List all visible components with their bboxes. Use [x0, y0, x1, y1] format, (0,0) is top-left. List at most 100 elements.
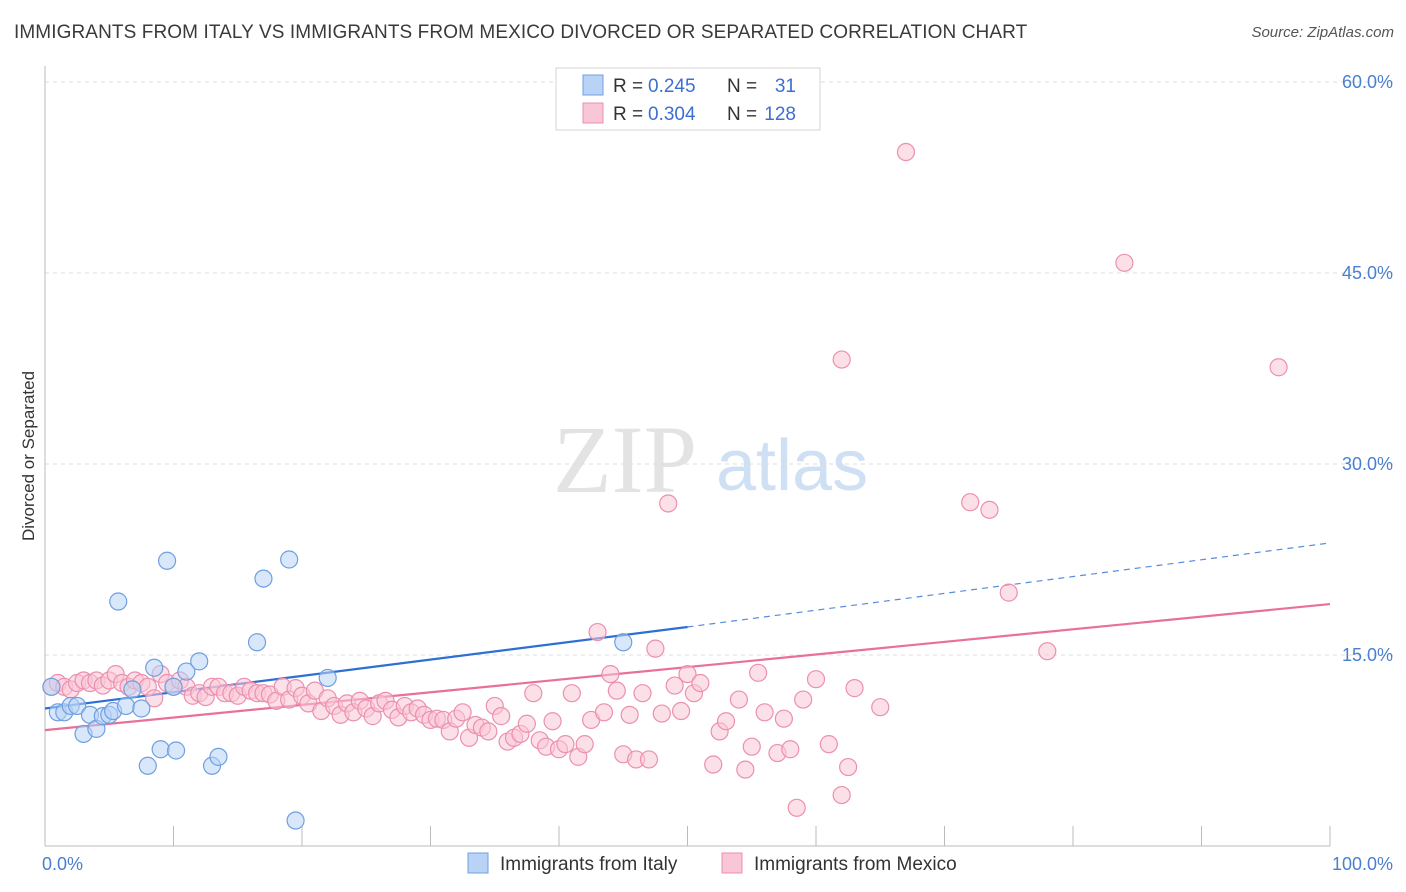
y-axis-label: Divorced or Separated: [19, 371, 38, 541]
mexico-point: [999, 583, 1018, 602]
axes: [44, 66, 1331, 847]
legend: R = 0.245 N = 31 R = 0.304 N = 128: [555, 67, 821, 131]
italy-point: [164, 677, 183, 696]
mexico-point: [646, 639, 665, 658]
mexico-point: [1269, 358, 1288, 377]
italy-point: [190, 652, 209, 671]
mexico-point: [575, 735, 594, 754]
legend-n-label-italy: N =: [727, 76, 757, 97]
bottom-legend-label-italy: Immigrants from Italy: [500, 854, 678, 875]
mexico-point: [896, 142, 916, 162]
italy-point: [280, 550, 299, 569]
italy-point: [177, 662, 196, 681]
mexico-point: [781, 740, 800, 759]
bottom-legend-swatch-italy: [467, 852, 489, 874]
y-tick-label: 45.0%: [1342, 263, 1393, 283]
mexico-point: [839, 757, 858, 777]
mexico-point: [479, 722, 498, 741]
bottom-legend: Immigrants from Italy Immigrants from Me…: [467, 852, 957, 875]
bottom-legend-label-mexico: Immigrants from Mexico: [754, 854, 957, 875]
mexico-point: [794, 690, 813, 709]
mexico-point: [704, 755, 723, 774]
x-tick-label: 100.0%: [1332, 854, 1393, 874]
legend-r-italy: 0.245: [648, 76, 696, 97]
mexico-point: [832, 785, 851, 805]
italy-point: [157, 551, 177, 570]
mexico-point: [774, 709, 793, 728]
italy-point: [247, 633, 267, 652]
mexico-point: [524, 684, 543, 703]
mexico-point: [736, 760, 755, 779]
bottom-legend-swatch-mexico: [721, 852, 743, 874]
source-credit: Source: ZipAtlas.com: [1251, 24, 1394, 41]
mexico-point: [845, 679, 864, 698]
mexico-point: [517, 714, 536, 733]
legend-n-label-mexico: N =: [727, 104, 757, 125]
mexico-point: [453, 703, 472, 722]
mexico-point: [652, 704, 671, 723]
mexico-point: [961, 493, 980, 512]
italy-point: [116, 696, 136, 716]
mexico-point: [819, 735, 838, 754]
mexico-point: [659, 494, 678, 513]
mexico-point: [678, 664, 697, 684]
watermark-zip: ZIP: [553, 406, 697, 513]
y-tick-label: 30.0%: [1342, 454, 1393, 474]
mexico-point: [601, 664, 620, 684]
mexico-point: [671, 701, 691, 721]
x-tick-labels: 0.0% 100.0%: [42, 854, 1393, 874]
mexico-point: [562, 684, 581, 703]
mexico-point: [755, 703, 774, 722]
y-tick-labels: 15.0% 30.0% 45.0% 60.0%: [1342, 72, 1393, 665]
legend-n-mexico: 128: [764, 104, 796, 125]
italy-point: [145, 658, 164, 677]
data-points: [42, 142, 1288, 830]
mexico-point: [871, 698, 890, 717]
italy-point: [318, 668, 337, 688]
legend-n-italy: 31: [775, 76, 796, 97]
chart-title: IMMIGRANTS FROM ITALY VS IMMIGRANTS FROM…: [14, 22, 1028, 43]
mexico-point: [716, 712, 736, 731]
mexico-point: [145, 689, 164, 708]
mexico-point: [980, 500, 999, 519]
mexico-point: [1115, 253, 1134, 272]
italy-point: [68, 696, 87, 716]
italy-point: [151, 740, 170, 759]
italy-point: [286, 811, 305, 830]
mexico-point: [556, 735, 575, 754]
mexico-point: [832, 350, 851, 369]
y-tick-label: 60.0%: [1342, 72, 1393, 92]
legend-swatch-mexico: [582, 102, 604, 124]
mexico-point: [620, 705, 639, 724]
mexico-point: [749, 663, 768, 682]
y-tick-label: 15.0%: [1342, 645, 1393, 665]
italy-point: [42, 677, 61, 696]
mexico-point: [1038, 642, 1057, 661]
grid-lines: [45, 81, 1393, 656]
watermark: ZIP atlas: [553, 406, 868, 513]
mexico-point: [787, 798, 806, 817]
mexico-point: [492, 707, 511, 726]
mexico-point: [594, 703, 614, 722]
x-tick-label: 0.0%: [42, 854, 83, 874]
italy-point: [138, 756, 157, 775]
mexico-point: [588, 622, 607, 642]
italy-point: [614, 633, 633, 652]
italy-point: [132, 699, 151, 718]
mexico-point: [729, 690, 749, 709]
mexico-point: [633, 684, 652, 703]
mexico-point: [806, 670, 826, 689]
italy-point: [254, 569, 273, 588]
mexico-point: [691, 673, 710, 693]
mexico-point: [742, 737, 761, 756]
legend-swatch-italy: [582, 74, 604, 96]
mexico-point: [607, 681, 626, 700]
italy-point: [209, 747, 228, 766]
italy-point: [123, 680, 142, 699]
legend-r-mexico: 0.304: [648, 104, 696, 125]
mexico-point: [665, 676, 684, 695]
italy-point: [109, 592, 128, 611]
watermark-atlas: atlas: [716, 426, 868, 506]
mexico-point: [543, 712, 562, 731]
